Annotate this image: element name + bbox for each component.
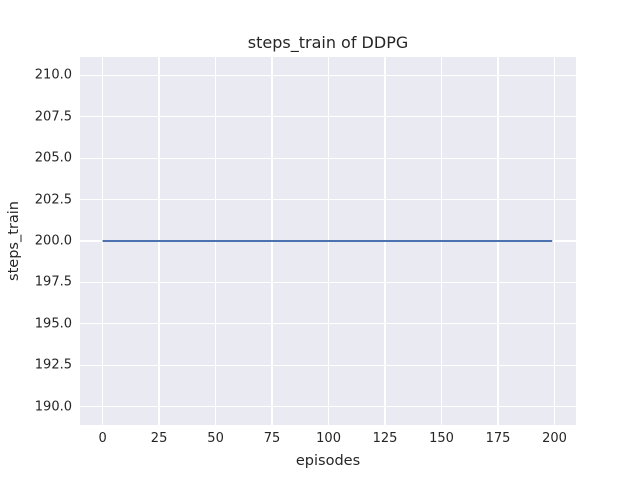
y-tick-label: 190.0 <box>34 399 72 415</box>
y-gridline <box>80 406 576 408</box>
y-tick-label: 195.0 <box>34 316 72 332</box>
y-tick-label: 202.5 <box>34 192 72 208</box>
y-gridline <box>80 116 576 118</box>
y-gridline <box>80 364 576 366</box>
y-tick-label: 192.5 <box>34 357 72 373</box>
y-gridline <box>80 323 576 325</box>
x-tick-label: 50 <box>207 431 224 446</box>
data-line-layer <box>102 240 553 242</box>
y-axis-label: steps_train <box>6 201 22 281</box>
y-tick-label: 207.5 <box>34 109 72 125</box>
x-tick-label: 75 <box>263 431 281 446</box>
x-tick-label: 100 <box>316 431 341 446</box>
y-tick-label: 200.0 <box>34 233 72 249</box>
chart-title: steps_train of DDPG <box>247 33 409 52</box>
plot-area <box>80 57 576 425</box>
x-tick-label: 0 <box>98 431 107 446</box>
y-gridline <box>80 281 576 284</box>
x-axis-label: episodes <box>295 453 361 469</box>
x-tick-label: 200 <box>542 431 567 446</box>
x-tick-label: 25 <box>150 431 168 446</box>
x-tick-label: 125 <box>372 431 398 446</box>
y-tick-label: 205.0 <box>34 150 72 166</box>
y-gridline <box>80 198 576 201</box>
y-tick-label: 210.0 <box>34 67 72 83</box>
x-tick-label: 175 <box>485 431 511 446</box>
y-gridline <box>80 157 576 159</box>
x-tick-label: 150 <box>429 431 454 446</box>
y-tick-label: 197.5 <box>34 274 72 290</box>
y-gridline <box>80 74 576 76</box>
